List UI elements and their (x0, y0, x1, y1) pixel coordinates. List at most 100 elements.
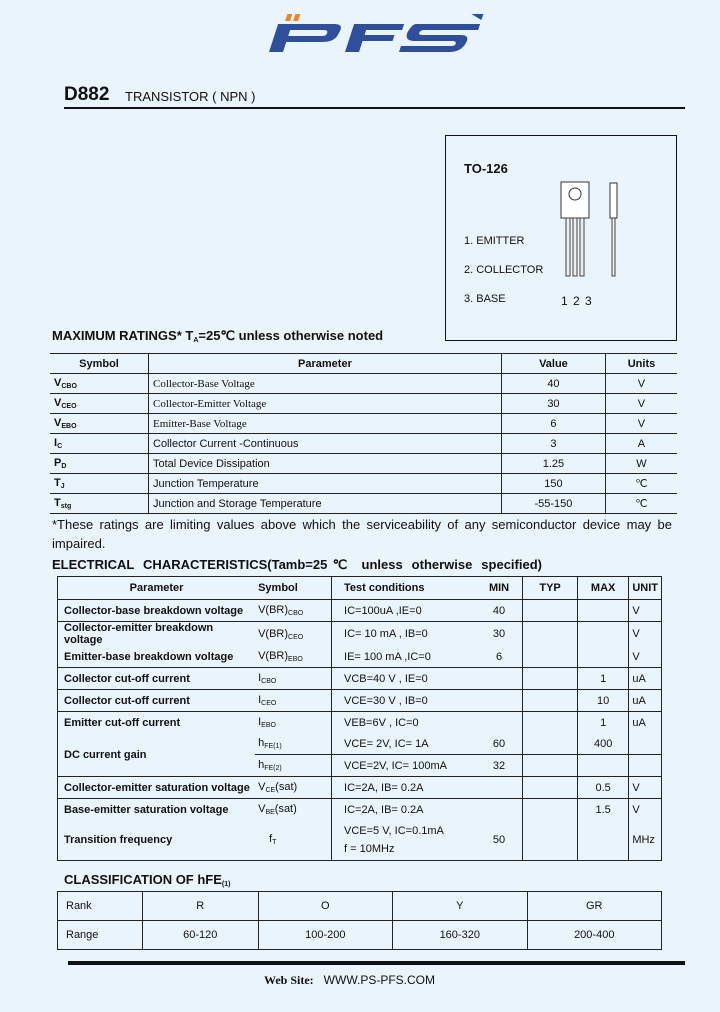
unit-cell: A (604, 433, 677, 454)
symbol-main: h (258, 737, 265, 749)
table-row: Emitter-base breakdown voltage V(BR)EBO IE… (57, 646, 662, 668)
pin-numbers: 1 2 3 (561, 294, 593, 308)
header-value: Value (500, 353, 606, 374)
symbol-sub: C (57, 443, 63, 450)
condition-text: IE= 100 mA ,IC=0 (344, 650, 431, 663)
header-symbol: Symbol (255, 576, 333, 600)
to126-package-drawing (560, 181, 618, 277)
parameter-cell: Collector-emitter breakdown voltage (64, 622, 214, 646)
table-row: Collector-emitter breakdown voltage V(BR)… (58, 621, 662, 646)
typ-cell (522, 798, 578, 820)
min-cell (475, 667, 524, 690)
symbol-main: V (54, 417, 62, 429)
min-cell: 30 (475, 621, 524, 646)
table-row: Collector cut-off current ICEO VCE=30 V , … (57, 689, 662, 712)
part-description: TRANSISTOR ( NPN ) (125, 89, 256, 104)
max-title-rest: =25℃ unless otherwise noted (198, 328, 384, 343)
parameter-cell: Emitter-base breakdown voltage (57, 646, 256, 668)
condition-text: VCE=2V, IC= 100mA (344, 759, 447, 772)
table-row: Collector-emitter saturation voltage VCE(… (57, 776, 662, 799)
symbol-sub: D (61, 463, 67, 470)
header-unit: UNIT (628, 576, 662, 600)
table-row: TJ Junction Temperature 150 ℃ (50, 473, 677, 494)
symbol-main: V (258, 781, 266, 793)
min-cell: 32 (475, 754, 524, 777)
value-cell: 3 (500, 433, 606, 454)
max-cell: 0.5 (577, 776, 630, 799)
rank-cell: GR (526, 891, 662, 921)
value-cell: -55-150 (500, 493, 606, 514)
pin-base: 3. BASE (464, 293, 506, 305)
parameter-cell: Junction and Storage Temperature (148, 493, 502, 514)
condition-cell: IC=100uA ,IE=0 (331, 599, 476, 622)
max-title-sub: A (193, 337, 199, 344)
condition-cell: IC=2A, IB= 0.2A (332, 799, 476, 821)
symbol-sub: EBO (61, 423, 77, 430)
unit-cell: ℃ (604, 473, 677, 494)
package-name: TO-126 (464, 161, 508, 176)
unit-cell: uA (628, 689, 662, 712)
symbol-cell: hFE(1) (255, 733, 333, 755)
rank-cell: O (257, 891, 394, 921)
title-divider (64, 107, 685, 109)
symbol-main: I (258, 672, 262, 684)
condition-cell: VCE= 2V, IC= 1A (331, 733, 476, 755)
typ-cell (522, 776, 578, 799)
min-cell: 6 (475, 646, 524, 668)
electrical-table: Parameter Symbol Test conditions MIN TYP MAX U… (57, 576, 662, 861)
symbol-cell: V(BR)CEO (255, 621, 333, 646)
header-max: MAX (577, 576, 630, 600)
max-cell: 1.5 (577, 798, 630, 820)
website-label: Web Site: (264, 973, 314, 987)
header-test-conditions: Test conditions (331, 576, 476, 600)
parameter-cell: Transition frequency (57, 820, 256, 861)
table-row: IC Collector Current -Continuous 3 A (50, 433, 677, 454)
max-cell (577, 754, 630, 777)
typ-cell (522, 689, 578, 712)
unit-cell: uA (632, 716, 646, 729)
max-cell: 1 (577, 711, 630, 733)
value-cell: 6 (500, 413, 606, 434)
electrical-title: ELECTRICAL CHARACTERISTICS(Tamb=25℃ unle… (52, 557, 542, 572)
footer-divider (68, 961, 685, 965)
unit-cell: MHz (628, 820, 662, 861)
condition-text-2: f = 10MHz (344, 842, 395, 855)
table-row: Collector cut-off current ICBO VCB=40 V , … (57, 667, 662, 690)
table-row: Collector-base breakdown voltage V(BR)CBO… (57, 599, 662, 622)
cls-title-sub: (1) (221, 881, 231, 888)
table-row: Emitter cut-off current IEBO VEB=6V , IC=0… (58, 711, 662, 734)
symbol-cell: IC (50, 433, 149, 454)
symbol-main: I (258, 694, 262, 706)
classification-row-rank: Rank R O Y GR (57, 891, 662, 921)
symbol-main: V(BR) (258, 627, 289, 640)
symbol-main: V (54, 377, 62, 389)
header-parameter: Parameter (148, 353, 502, 374)
symbol-cell: fT (255, 820, 333, 861)
symbol-cell: ICBO (255, 667, 333, 690)
condition-cell: VCB=40 V , IE=0 (331, 667, 476, 690)
unit-cell: V (632, 803, 640, 816)
symbol-sub: FE(1) (264, 743, 282, 750)
table-header: Symbol Parameter Value Units (50, 353, 677, 374)
typ-cell (522, 667, 578, 690)
ratings-note: *These ratings are limiting values above… (52, 517, 672, 551)
symbol-cell: VCBO (50, 373, 149, 394)
table-row: PD Total Device Dissipation 1.25 W (50, 453, 677, 474)
classification-row-range: Range 60-120 100-200 160-320 200-400 (57, 920, 662, 950)
header-parameter: Parameter (57, 576, 256, 600)
parameter-cell: Collector-Emitter Voltage (148, 393, 502, 414)
condition-cell: VCE=30 V , IB=0 (331, 689, 476, 712)
range-label: Range (57, 920, 143, 950)
value-cell: 150 (500, 473, 606, 494)
symbol-suffix: (sat) (275, 781, 298, 793)
table-row: Base-emitter saturation voltage VBE(sat) I… (58, 798, 662, 821)
parameter-cell: DC current gain (57, 733, 256, 777)
parameter-cell: Total Device Dissipation (148, 453, 502, 474)
max-cell: 400 (577, 733, 630, 755)
condition-cell: VEB=6V , IC=0 (332, 712, 476, 734)
condition-text: VEB=6V , IC=0 (344, 716, 419, 729)
symbol-sub: stg (60, 503, 72, 510)
classification-table: Rank R O Y GR Range 60-120 100-200 160-320 200-40… (57, 891, 662, 950)
symbol-sub: BE (265, 809, 275, 816)
unit-cell (628, 754, 662, 777)
